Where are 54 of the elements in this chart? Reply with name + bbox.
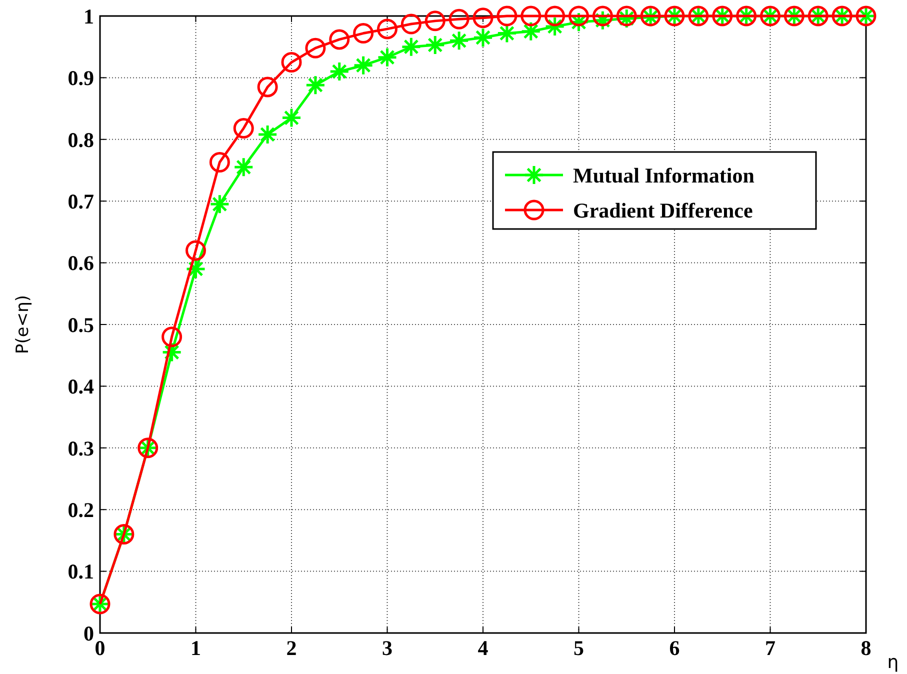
point <box>377 47 398 68</box>
point <box>496 6 518 26</box>
x-tick-label: 8 <box>860 636 872 660</box>
point <box>520 21 542 42</box>
point <box>377 18 398 40</box>
point <box>472 27 494 48</box>
point <box>400 14 422 34</box>
x-tick-label: 5 <box>574 636 584 660</box>
x-tick-label: 1 <box>190 636 201 660</box>
x-tick-label: 2 <box>286 636 297 660</box>
point <box>520 6 542 26</box>
legend-label: Mutual Information <box>573 163 755 188</box>
point <box>592 6 613 26</box>
point <box>472 8 494 28</box>
point <box>209 152 230 172</box>
y-tick-label: 1 <box>84 4 94 28</box>
y-tick-label: 0.7 <box>68 189 94 214</box>
point <box>424 34 446 56</box>
point <box>281 108 302 128</box>
point <box>424 10 446 32</box>
x-tick-label: 4 <box>478 636 489 660</box>
y-axis-title: P(e<η) <box>13 295 33 354</box>
y-tick-label: 0.8 <box>68 128 94 152</box>
y-tick-label: 0.1 <box>68 560 94 584</box>
point <box>544 6 566 26</box>
point <box>329 29 350 50</box>
point <box>257 124 278 145</box>
point <box>448 30 470 51</box>
x-tick-label: 6 <box>669 636 680 660</box>
y-tick-label: 0.6 <box>68 251 94 276</box>
point <box>209 194 230 214</box>
legend-label: Gradient Difference <box>573 198 753 222</box>
point <box>233 156 254 178</box>
point <box>448 8 470 30</box>
y-tick-label: 0.4 <box>68 374 94 399</box>
point <box>353 55 374 76</box>
y-tick-label: 0.2 <box>68 498 94 522</box>
x-tick-label: 7 <box>765 636 776 660</box>
point <box>162 326 182 348</box>
y-tick-label: 0.3 <box>68 436 94 460</box>
point <box>257 76 278 98</box>
point <box>568 6 589 26</box>
point <box>305 74 326 96</box>
point <box>305 38 326 58</box>
point <box>281 52 302 73</box>
y-tick-label: 0.5 <box>68 312 94 337</box>
y-tick-label: 0.9 <box>68 66 94 90</box>
point <box>329 61 350 82</box>
point <box>233 118 254 139</box>
x-axis-title: η <box>887 652 899 673</box>
x-tick-label: 3 <box>382 636 392 660</box>
point <box>186 240 206 261</box>
point <box>400 36 422 58</box>
point <box>353 23 374 44</box>
